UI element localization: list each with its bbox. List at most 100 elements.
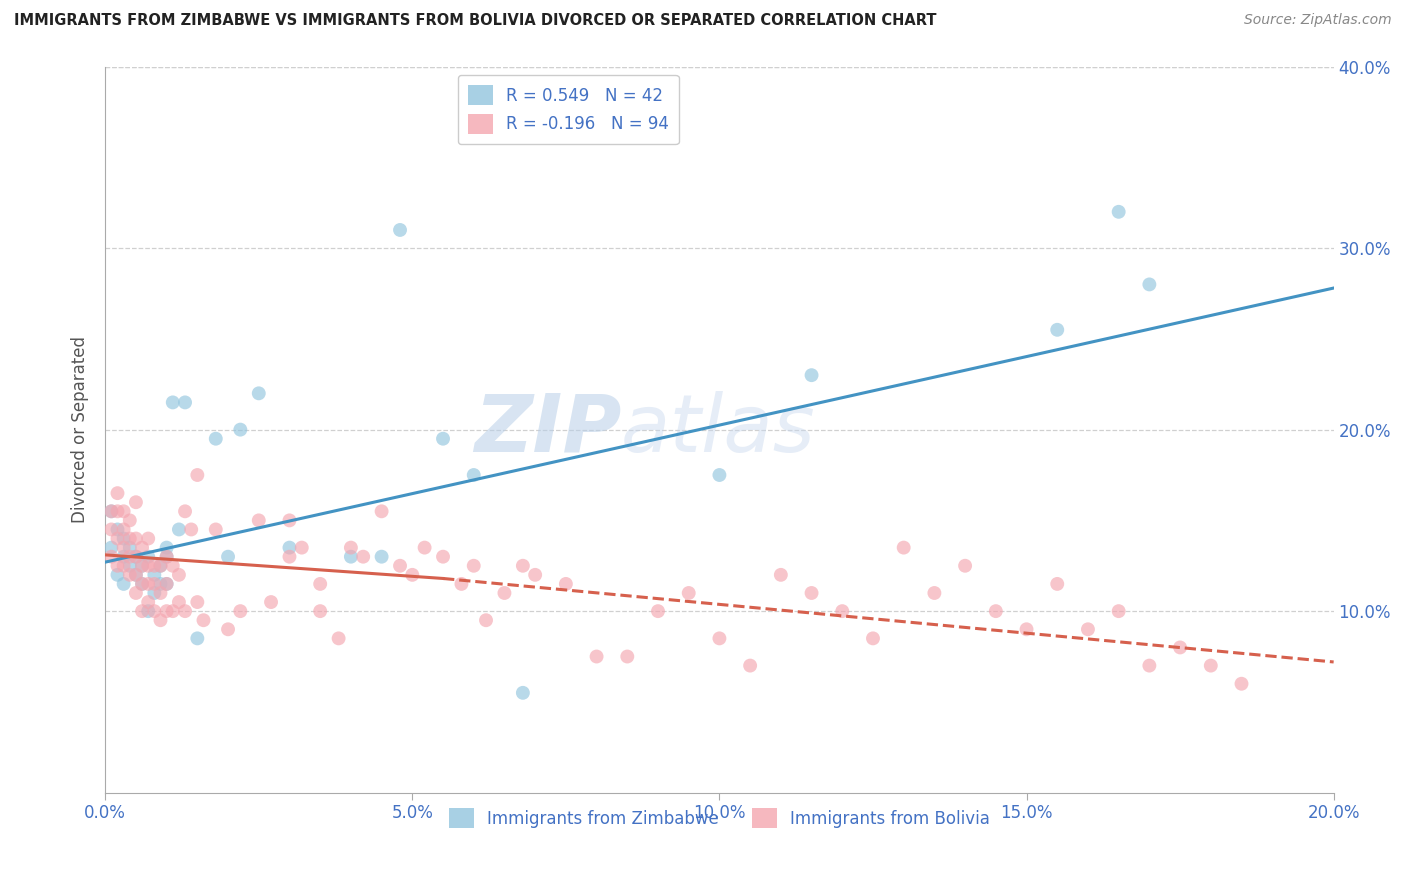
Point — [1077, 622, 1099, 636]
Point — [125, 495, 148, 509]
Point — [709, 632, 731, 646]
Point — [463, 468, 485, 483]
Point — [149, 577, 172, 591]
Point — [131, 541, 153, 555]
Point — [328, 632, 350, 646]
Point — [340, 541, 363, 555]
Point — [143, 567, 166, 582]
Point — [100, 541, 122, 555]
Point — [278, 513, 301, 527]
Point — [800, 368, 823, 383]
Point — [1137, 277, 1160, 292]
Point — [107, 504, 129, 518]
Point — [174, 395, 197, 409]
Point — [118, 513, 141, 527]
Point — [247, 386, 270, 401]
Point — [831, 604, 853, 618]
Text: Source: ZipAtlas.com: Source: ZipAtlas.com — [1244, 13, 1392, 28]
Point — [769, 567, 792, 582]
Point — [229, 423, 252, 437]
Point — [112, 504, 135, 518]
Point — [862, 632, 884, 646]
Point — [309, 577, 332, 591]
Point — [167, 595, 190, 609]
Point — [740, 658, 762, 673]
Point — [100, 549, 122, 564]
Point — [389, 558, 412, 573]
Point — [156, 577, 179, 591]
Point — [494, 586, 516, 600]
Point — [125, 586, 148, 600]
Point — [112, 532, 135, 546]
Point — [616, 649, 638, 664]
Point — [1015, 622, 1038, 636]
Point — [524, 567, 547, 582]
Point — [143, 586, 166, 600]
Point — [143, 558, 166, 573]
Point — [217, 622, 239, 636]
Point — [100, 504, 122, 518]
Point — [136, 595, 159, 609]
Point — [204, 432, 226, 446]
Point — [352, 549, 374, 564]
Point — [156, 541, 179, 555]
Point — [118, 532, 141, 546]
Point — [131, 577, 153, 591]
Point — [118, 567, 141, 582]
Point — [512, 558, 534, 573]
Point — [709, 468, 731, 483]
Point — [136, 532, 159, 546]
Point — [186, 632, 208, 646]
Point — [149, 613, 172, 627]
Text: IMMIGRANTS FROM ZIMBABWE VS IMMIGRANTS FROM BOLIVIA DIVORCED OR SEPARATED CORREL: IMMIGRANTS FROM ZIMBABWE VS IMMIGRANTS F… — [14, 13, 936, 29]
Point — [118, 549, 141, 564]
Point — [112, 558, 135, 573]
Y-axis label: Divorced or Separated: Divorced or Separated — [72, 336, 89, 523]
Point — [1230, 677, 1253, 691]
Point — [432, 549, 454, 564]
Point — [125, 567, 148, 582]
Point — [131, 577, 153, 591]
Point — [107, 486, 129, 500]
Point — [217, 549, 239, 564]
Point — [107, 523, 129, 537]
Point — [180, 523, 202, 537]
Point — [1199, 658, 1222, 673]
Text: atlas: atlas — [621, 391, 815, 468]
Point — [893, 541, 915, 555]
Point — [309, 604, 332, 618]
Point — [112, 549, 135, 564]
Point — [463, 558, 485, 573]
Point — [953, 558, 976, 573]
Point — [156, 604, 179, 618]
Point — [554, 577, 576, 591]
Point — [162, 395, 184, 409]
Point — [100, 504, 122, 518]
Point — [512, 686, 534, 700]
Point — [1168, 640, 1191, 655]
Point — [136, 558, 159, 573]
Point — [112, 577, 135, 591]
Point — [370, 549, 392, 564]
Point — [647, 604, 669, 618]
Point — [186, 468, 208, 483]
Point — [167, 523, 190, 537]
Point — [1108, 604, 1130, 618]
Point — [112, 523, 135, 537]
Point — [401, 567, 423, 582]
Point — [924, 586, 946, 600]
Point — [678, 586, 700, 600]
Point — [1108, 204, 1130, 219]
Point — [800, 586, 823, 600]
Point — [156, 577, 179, 591]
Point — [1137, 658, 1160, 673]
Point — [204, 523, 226, 537]
Point — [162, 604, 184, 618]
Point — [125, 549, 148, 564]
Point — [1046, 323, 1069, 337]
Point — [585, 649, 607, 664]
Point — [107, 567, 129, 582]
Point — [131, 558, 153, 573]
Point — [475, 613, 498, 627]
Point — [389, 223, 412, 237]
